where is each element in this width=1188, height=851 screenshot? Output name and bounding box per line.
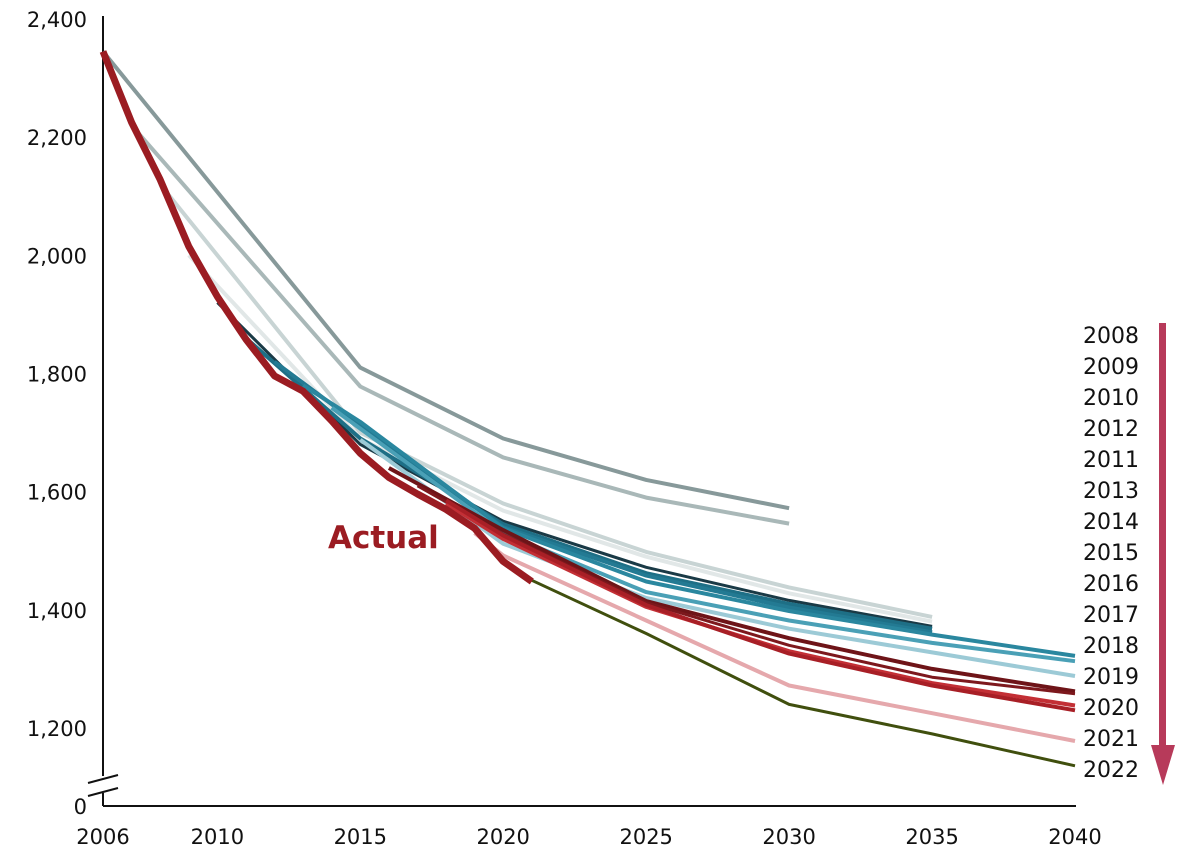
y-tick-label-zero: 0	[74, 795, 87, 819]
legend-entry: 2010	[1083, 386, 1139, 411]
legend-entry: 2012	[1083, 417, 1139, 442]
series-line-2009	[130, 124, 790, 526]
series-line-actual	[99, 50, 534, 585]
legend-entry: 2021	[1083, 727, 1139, 752]
legend-entry: 2018	[1083, 634, 1139, 659]
x-tick-label: 2030	[762, 825, 815, 849]
series-line-2010	[158, 183, 933, 619]
series-line-2013	[244, 336, 933, 631]
y-tick-label: 1,400	[27, 599, 87, 623]
x-tick-label: 2015	[334, 825, 387, 849]
legend-entry: 2017	[1083, 603, 1139, 628]
x-tick-label: 2040	[1048, 825, 1101, 849]
legend-entry: 2020	[1083, 696, 1139, 721]
series-line-2020b	[445, 498, 1076, 713]
legend-entry: 2019	[1083, 665, 1139, 690]
legend-entry: 2008	[1083, 324, 1139, 349]
legend-entry: 2013	[1083, 479, 1139, 504]
legend: 2008 2009 2010 2012 2011 2013 2014 2015 2016 2017…	[1083, 323, 1175, 785]
series-line-2022	[531, 578, 1076, 768]
series-line-2012	[216, 301, 933, 628]
axis-break-mark	[87, 774, 119, 784]
x-tick-label: 2006	[76, 825, 129, 849]
series-line-2008	[101, 50, 790, 511]
legend-arrow-head	[1151, 745, 1175, 785]
y-tick-label: 2,200	[27, 126, 87, 150]
axis-break-mark	[87, 787, 119, 797]
y-tick-label: 2,400	[27, 8, 87, 32]
legend-entry: 2009	[1083, 355, 1139, 380]
legend-entry: 2015	[1083, 541, 1139, 566]
x-tick-label: 2025	[619, 825, 672, 849]
legend-entry: 2014	[1083, 510, 1139, 535]
x-tick-label: 2010	[191, 825, 244, 849]
legend-entry: 2022	[1083, 758, 1139, 783]
series-lines	[99, 50, 1076, 768]
series-line-2015	[302, 383, 1076, 658]
y-tick-label: 1,200	[27, 717, 87, 741]
legend-entry: 2016	[1083, 572, 1139, 597]
tick-labels: 2006 2010 2015 2020 2025 2030 2035 2040 2,400 2,2…	[27, 8, 1102, 849]
series-line-2014	[273, 360, 933, 635]
y-tick-label: 1,600	[27, 481, 87, 505]
y-tick-label: 1,800	[27, 363, 87, 387]
legend-arrow-shaft	[1159, 323, 1166, 747]
series-line-2018	[387, 466, 1076, 694]
actual-annotation: Actual	[328, 520, 439, 556]
axes	[87, 16, 1076, 807]
legend-entry: 2011	[1083, 448, 1139, 473]
y-tick-label: 2,000	[27, 244, 87, 268]
x-tick-label: 2020	[476, 825, 529, 849]
x-tick-label: 2035	[905, 825, 958, 849]
series-line-2016	[330, 406, 1076, 664]
